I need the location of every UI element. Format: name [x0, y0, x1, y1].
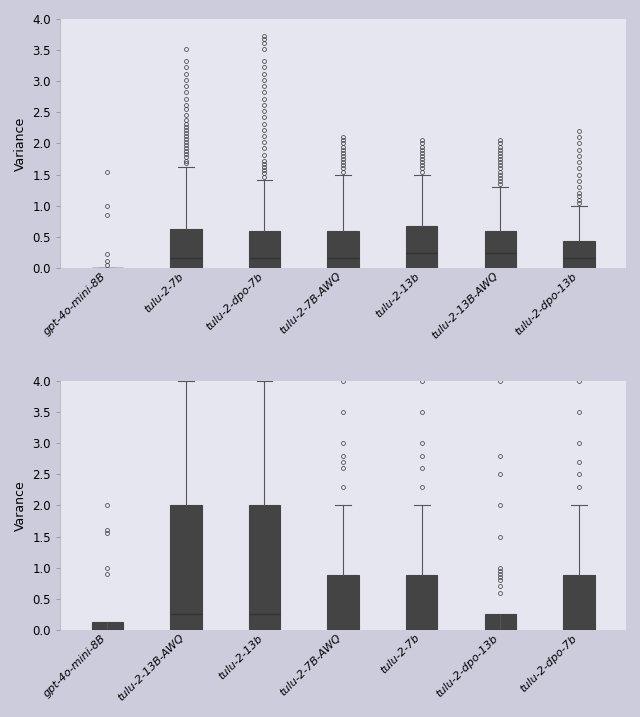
PathPatch shape: [249, 231, 280, 268]
PathPatch shape: [249, 505, 280, 630]
Y-axis label: Variance: Variance: [14, 116, 27, 171]
PathPatch shape: [170, 229, 202, 268]
PathPatch shape: [406, 575, 437, 630]
PathPatch shape: [328, 575, 359, 630]
PathPatch shape: [406, 226, 437, 268]
PathPatch shape: [484, 231, 516, 268]
PathPatch shape: [328, 231, 359, 268]
Y-axis label: Varance: Varance: [14, 480, 27, 531]
PathPatch shape: [170, 505, 202, 630]
PathPatch shape: [563, 575, 595, 630]
PathPatch shape: [563, 241, 595, 268]
PathPatch shape: [92, 622, 123, 630]
PathPatch shape: [484, 614, 516, 630]
